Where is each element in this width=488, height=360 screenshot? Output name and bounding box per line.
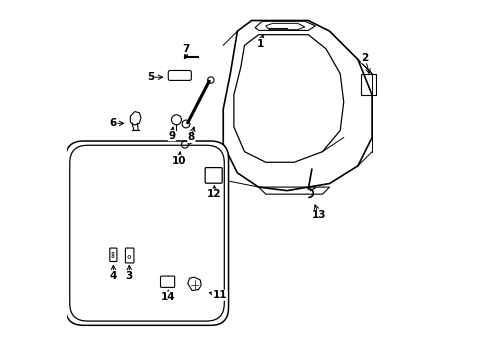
FancyBboxPatch shape	[205, 168, 222, 183]
Text: 2: 2	[361, 53, 368, 63]
Text: 6: 6	[109, 118, 117, 128]
Text: 13: 13	[311, 211, 325, 220]
Text: 8: 8	[187, 132, 195, 143]
Text: 11: 11	[212, 290, 226, 300]
Text: 4: 4	[109, 271, 117, 281]
Text: 10: 10	[171, 156, 186, 166]
FancyBboxPatch shape	[70, 145, 224, 321]
Text: 9: 9	[168, 131, 175, 141]
Text: 14: 14	[161, 292, 175, 302]
FancyBboxPatch shape	[160, 276, 174, 287]
Text: 5: 5	[147, 72, 154, 82]
FancyBboxPatch shape	[168, 71, 191, 80]
Text: 3: 3	[125, 271, 133, 281]
FancyBboxPatch shape	[125, 248, 134, 263]
FancyBboxPatch shape	[110, 248, 117, 261]
Text: 12: 12	[207, 189, 221, 199]
Text: 1: 1	[256, 39, 264, 49]
Text: 7: 7	[182, 44, 189, 54]
FancyBboxPatch shape	[65, 141, 228, 325]
